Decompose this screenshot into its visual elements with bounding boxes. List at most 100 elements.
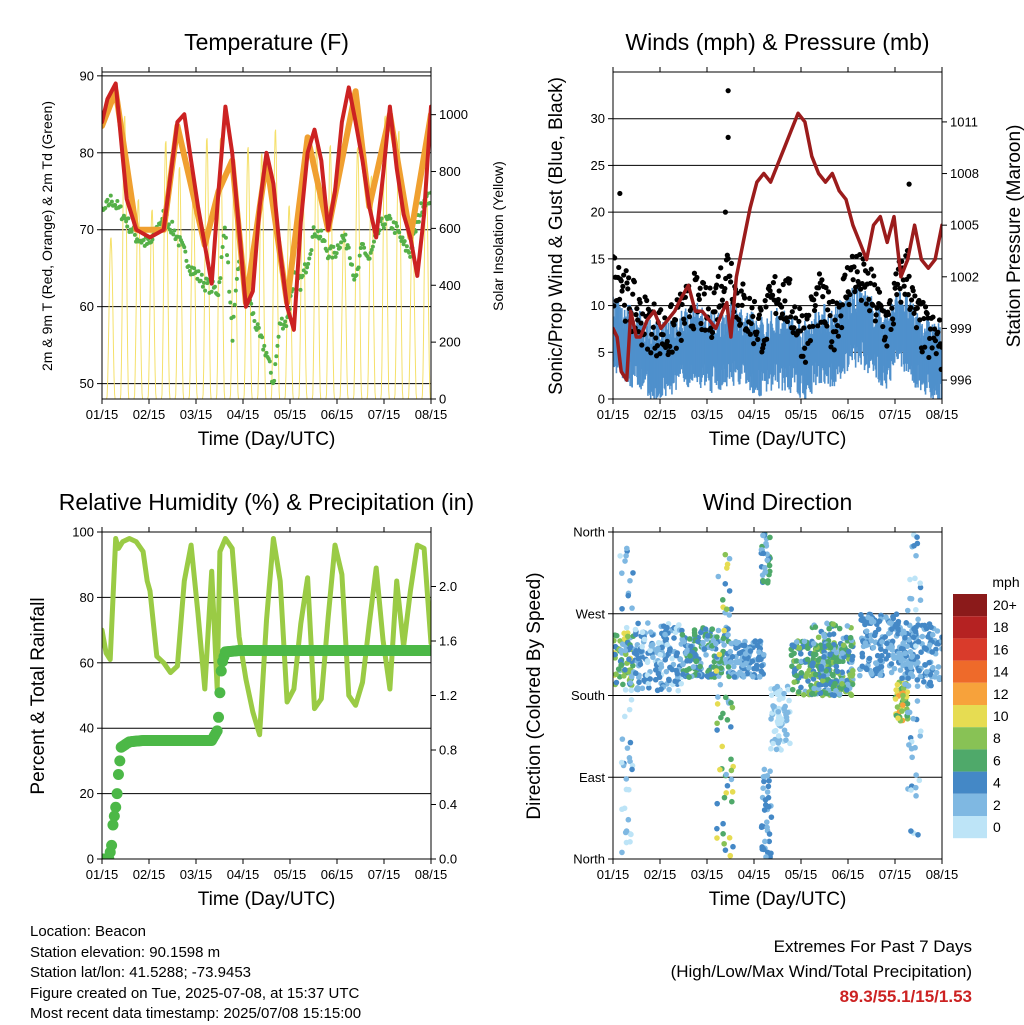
wind-direction-point xyxy=(818,666,825,672)
dewpoint-point xyxy=(225,253,230,258)
x-axis-label: Time (Day/UTC) xyxy=(198,889,336,910)
gust-point xyxy=(888,326,894,333)
x-tick-label: 06/15 xyxy=(321,867,354,882)
dewpoint-point xyxy=(268,370,273,375)
wind-direction-point xyxy=(791,650,797,657)
gust-point xyxy=(770,280,776,286)
gust-point xyxy=(648,350,654,356)
info-elevation: Station elevation: 90.1598 m xyxy=(30,943,221,961)
wind-direction-point xyxy=(688,643,694,650)
wind-direction-point xyxy=(618,662,625,668)
gust-point xyxy=(797,305,803,312)
gust-point xyxy=(835,333,841,339)
x-tick-label: 07/15 xyxy=(368,407,401,422)
wind-direction-point xyxy=(908,654,915,660)
wind-direction-point xyxy=(677,656,684,663)
dewpoint-point xyxy=(307,256,312,261)
dewpoint-point xyxy=(337,245,342,250)
gust-point xyxy=(654,343,661,349)
wind-direction-point xyxy=(768,716,774,722)
dewpoint-point xyxy=(232,302,237,307)
wind-direction-point xyxy=(877,672,884,678)
dewpoint-point xyxy=(203,288,208,293)
dewpoint-point xyxy=(327,254,332,259)
wind-direction-point xyxy=(679,627,685,634)
wind-direction-point xyxy=(674,650,681,656)
wind-direction-point xyxy=(702,626,709,633)
gust-point xyxy=(905,292,911,298)
wind-direction-point xyxy=(686,636,693,642)
wind-direction-point xyxy=(723,771,729,778)
dewpoint-point xyxy=(330,255,335,260)
wind-direction-point xyxy=(718,714,724,721)
wind-direction-point xyxy=(728,724,734,730)
wind-direction-point xyxy=(846,648,852,655)
wind-direction-point xyxy=(903,620,910,626)
gust-point xyxy=(638,320,644,326)
wind-direction-point xyxy=(908,828,914,834)
solar-insolation-trace xyxy=(348,147,363,399)
dewpoint-point xyxy=(201,280,206,285)
info-location: Location: Beacon xyxy=(30,923,146,940)
wind-direction-point xyxy=(883,640,890,647)
gust-point xyxy=(751,298,758,305)
wind-direction-point xyxy=(873,660,880,667)
wind-direction-point xyxy=(885,630,892,637)
solar-insolation-trace xyxy=(266,129,281,399)
dewpoint-point xyxy=(303,270,308,275)
wind-direction-point xyxy=(662,657,669,663)
wind-direction-point xyxy=(773,746,780,753)
y-tick-label: 5 xyxy=(598,345,605,360)
wind-direction-point xyxy=(793,672,800,679)
gust-point xyxy=(871,282,878,288)
wind-direction-point xyxy=(932,674,938,680)
solar-insolation-trace xyxy=(362,175,377,399)
wind-direction-point xyxy=(624,633,631,640)
solar-insolation-trace xyxy=(321,145,335,399)
colorbar-swatch xyxy=(953,749,987,772)
dewpoint-point xyxy=(255,322,260,327)
wind-direction-point xyxy=(916,777,923,784)
wind-direction-point xyxy=(917,728,924,735)
gust-point xyxy=(938,366,942,372)
plot-frame xyxy=(101,71,432,400)
wind-direction-point xyxy=(900,702,906,708)
x-tick-label: 08/15 xyxy=(415,407,448,422)
gust-point xyxy=(921,315,927,322)
dewpoint-point xyxy=(352,277,357,282)
wind-direction-point xyxy=(836,691,843,698)
wind-direction-point xyxy=(859,617,866,624)
y-tick-label: 25 xyxy=(591,158,605,173)
wind-direction-point xyxy=(672,678,678,684)
dewpoint-point xyxy=(339,240,344,245)
y2-tick-label: 999 xyxy=(950,321,972,336)
dewpoint-point xyxy=(123,216,128,221)
solar-insolation-trace xyxy=(129,199,144,399)
wind-direction-point xyxy=(812,671,819,678)
wind-direction-point xyxy=(722,694,729,701)
gust-point xyxy=(880,323,886,330)
y-tick-label: 30 xyxy=(591,111,605,126)
wind-direction-point xyxy=(647,676,653,682)
wind-direction-point xyxy=(775,708,782,715)
gust-point xyxy=(622,318,628,324)
wind-direction-point xyxy=(826,625,832,632)
gust-point xyxy=(707,285,713,291)
wind-direction-point xyxy=(839,669,845,676)
wind-direction-point xyxy=(843,634,850,641)
gust-point xyxy=(867,308,873,314)
gust-point xyxy=(634,305,640,312)
gust-point xyxy=(930,314,936,320)
dewpoint-point xyxy=(183,249,188,254)
wind-direction-point xyxy=(762,838,768,845)
gust-point xyxy=(672,317,679,323)
wind-direction-point xyxy=(917,733,924,739)
gust-point xyxy=(801,325,807,331)
gust-point xyxy=(906,181,912,187)
gust-point xyxy=(718,265,724,271)
wind-direction-point xyxy=(727,659,734,665)
wind-direction-point xyxy=(740,672,746,678)
wind-direction-point xyxy=(908,787,914,793)
gust-point xyxy=(833,328,839,335)
gust-point xyxy=(668,302,674,308)
